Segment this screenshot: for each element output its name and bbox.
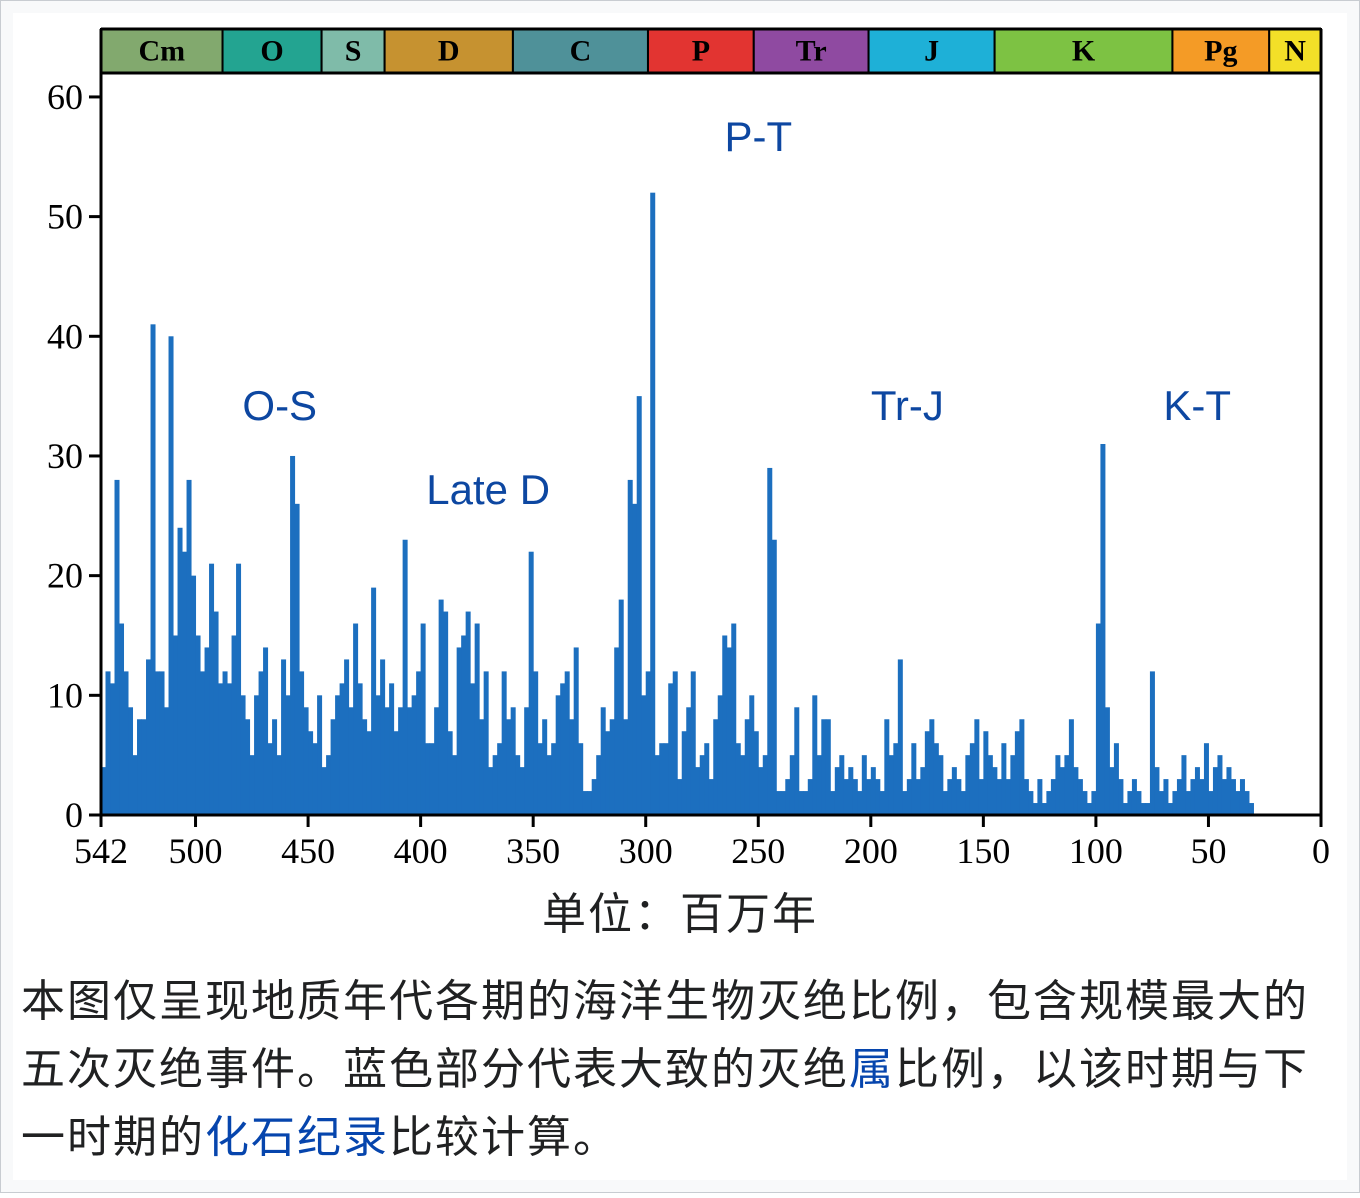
x-tick-label: 150: [956, 831, 1010, 871]
x-tick-label: 450: [281, 831, 335, 871]
period-label: S: [345, 35, 362, 68]
extinction-annotation: K-T: [1163, 382, 1231, 429]
y-tick-label: 20: [47, 556, 83, 596]
x-tick-label: 350: [506, 831, 560, 871]
caption-text-3: 比较计算。: [389, 1113, 619, 1162]
x-tick-label: 200: [844, 831, 898, 871]
extinction-chart: CmOSDCPTrJKPgN01020304050605425004504003…: [19, 19, 1339, 879]
x-tick-label: 500: [169, 831, 223, 871]
period-label: P: [692, 35, 710, 68]
period-label: Cm: [138, 35, 185, 68]
caption-link-fossil-record[interactable]: 化石纪录: [205, 1113, 389, 1162]
period-label: O: [260, 35, 283, 68]
period-label: J: [924, 35, 939, 68]
x-tick-label: 0: [1312, 831, 1330, 871]
y-tick-label: 0: [65, 795, 83, 835]
x-tick-label: 50: [1190, 831, 1226, 871]
extinction-annotation: P-T: [724, 113, 792, 160]
period-label: K: [1072, 35, 1096, 68]
extinction-annotation: Tr-J: [871, 382, 944, 429]
x-tick-label: 250: [731, 831, 785, 871]
period-label: C: [570, 35, 592, 68]
period-label: Tr: [796, 35, 827, 68]
x-tick-label: 100: [1069, 831, 1123, 871]
figure-frame: CmOSDCPTrJKPgN01020304050605425004504003…: [0, 0, 1360, 1193]
x-tick-label: 300: [619, 831, 673, 871]
period-label: N: [1284, 35, 1306, 68]
period-label: D: [438, 35, 460, 68]
extinction-annotation: O-S: [242, 382, 317, 429]
extinction-annotation: Late D: [426, 466, 550, 513]
period-label: Pg: [1204, 35, 1237, 68]
figure-caption: 本图仅呈现地质年代各期的海洋生物灭绝比例，包含规模最大的五次灭绝事件。蓝色部分代…: [13, 948, 1347, 1181]
y-tick-label: 10: [47, 675, 83, 715]
x-tick-label: 400: [394, 831, 448, 871]
x-axis-unit-label: 单位：百万年: [19, 879, 1341, 946]
y-tick-label: 30: [47, 436, 83, 476]
chart-container: CmOSDCPTrJKPgN01020304050605425004504003…: [13, 13, 1347, 948]
y-tick-label: 40: [47, 316, 83, 356]
caption-link-genus[interactable]: 属: [849, 1045, 895, 1094]
y-tick-label: 50: [47, 197, 83, 237]
y-tick-label: 60: [47, 77, 83, 117]
x-tick-label: 542: [74, 831, 128, 871]
